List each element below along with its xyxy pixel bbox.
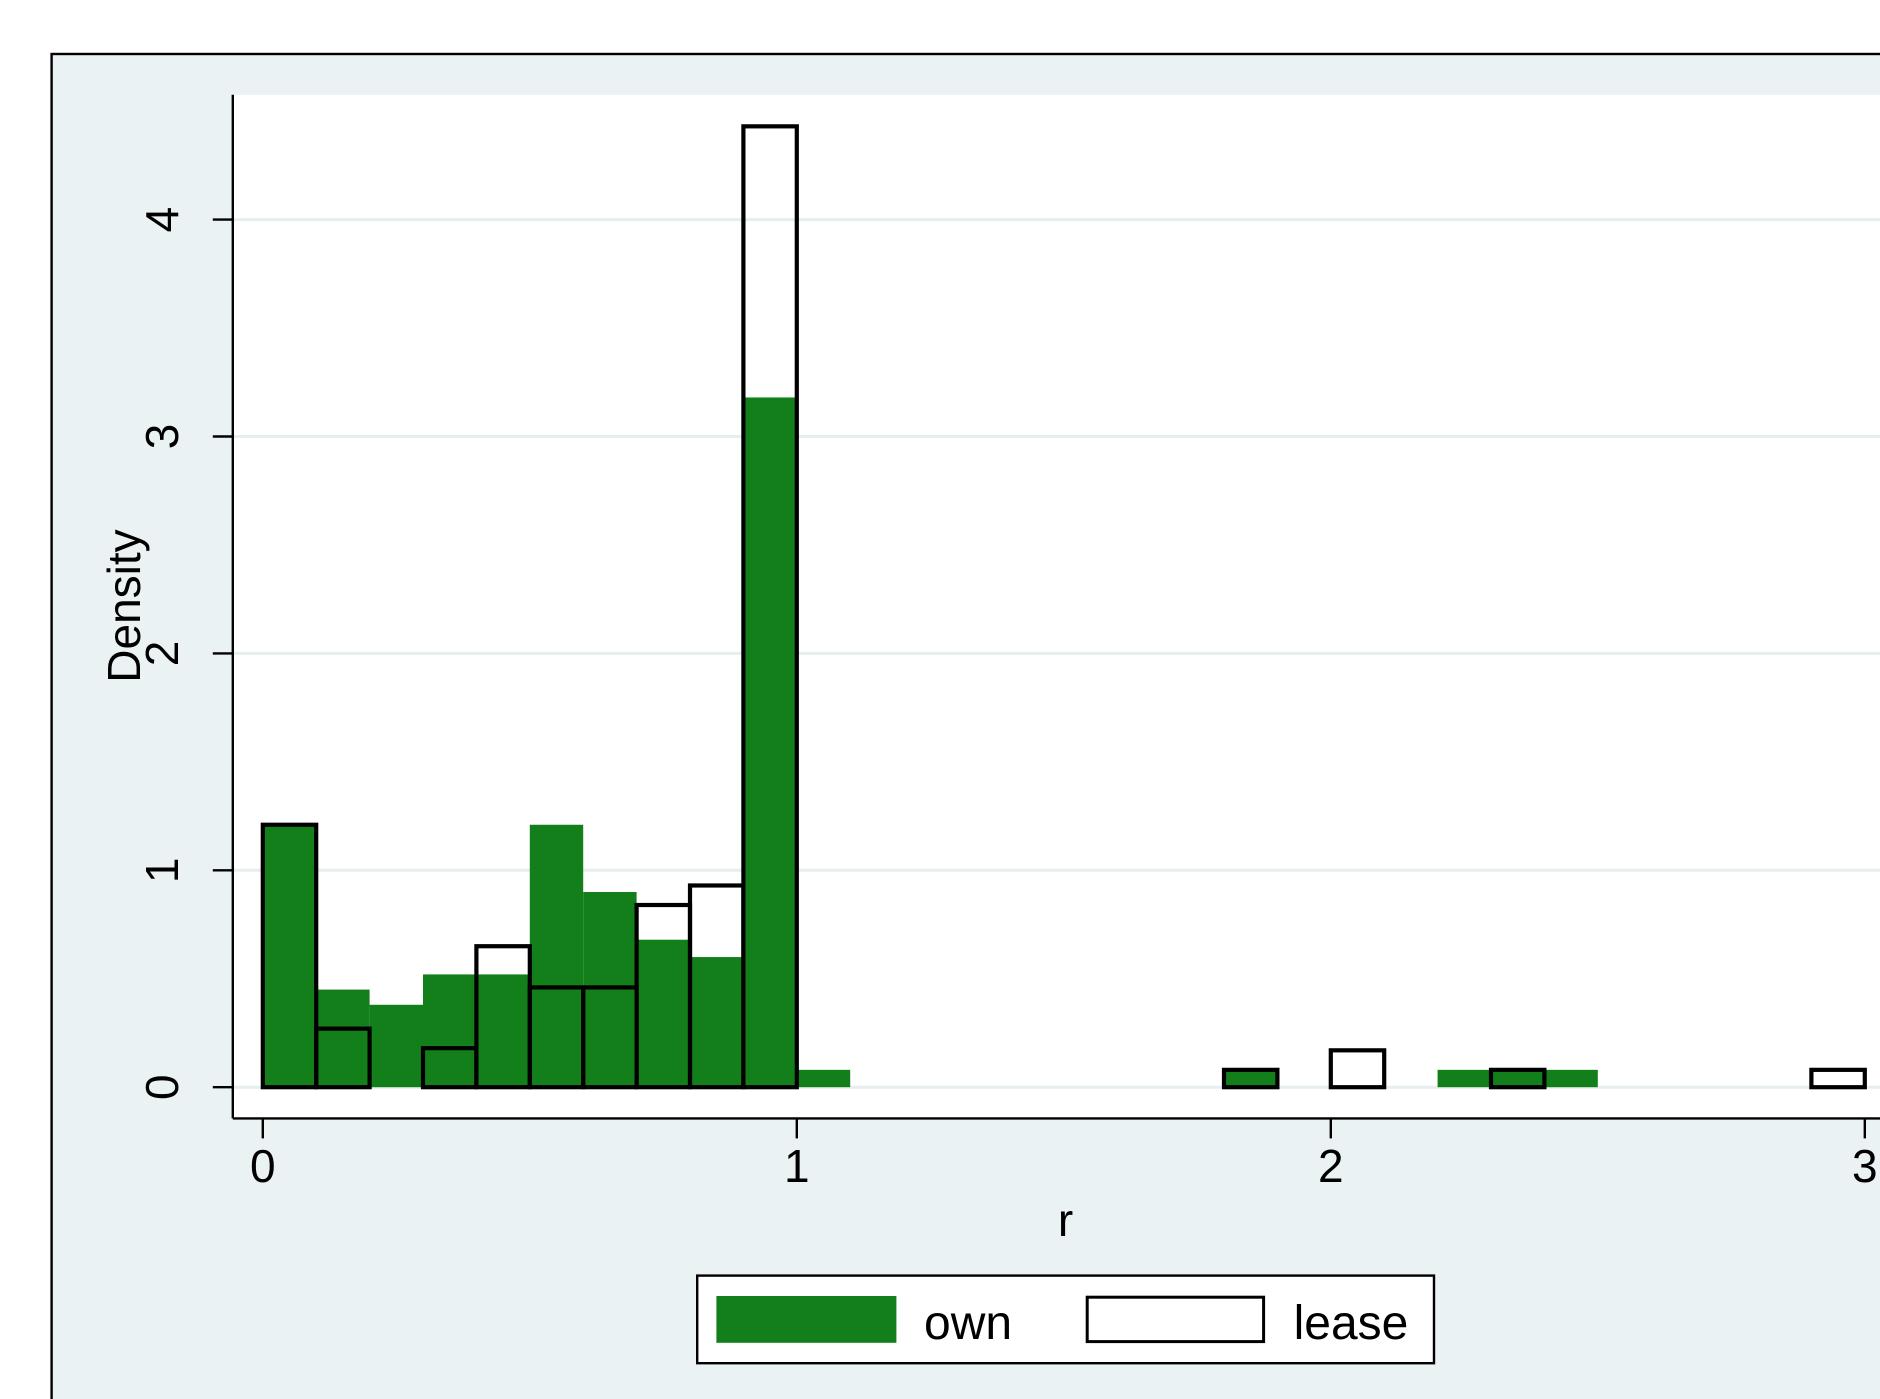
y-axis-title: Density	[98, 529, 150, 682]
legend-label-own: own	[924, 1297, 1012, 1350]
bar-lease	[1328, 1048, 1387, 1090]
bar-own	[369, 1004, 423, 1088]
bar-own	[316, 989, 370, 1088]
y-tick-label: 0	[136, 1074, 188, 1100]
bar-own	[423, 974, 477, 1088]
bar-lease	[314, 1026, 372, 1090]
bar-own	[1437, 1069, 1491, 1088]
bar-lease	[1221, 1067, 1280, 1090]
legend-label-lease: lease	[1294, 1297, 1409, 1350]
y-tick-label: 1	[136, 858, 188, 884]
bar-own	[690, 957, 744, 1088]
bar-own	[476, 974, 530, 1088]
bar-own	[796, 1069, 851, 1088]
legend-swatch-own	[716, 1296, 897, 1343]
x-tick-label: 3	[1852, 1140, 1878, 1192]
bar-own	[262, 824, 317, 1088]
y-tick-label: 4	[136, 207, 188, 233]
x-tick-label: 0	[250, 1140, 276, 1192]
plot-region	[232, 94, 1880, 1119]
bar-own	[636, 939, 690, 1088]
bar-own	[1224, 1069, 1278, 1088]
bar-own	[1491, 1069, 1545, 1088]
bar-own	[1544, 1069, 1598, 1088]
y-tick-label: 3	[136, 424, 188, 450]
bar-lease	[1488, 1067, 1547, 1090]
bar-own	[583, 891, 637, 1088]
x-tick-label: 2	[1318, 1140, 1344, 1192]
bar-own	[743, 397, 797, 1088]
x-axis-title: r	[1058, 1194, 1073, 1246]
bar-own	[529, 824, 584, 1088]
y-tick-label: 2	[136, 641, 188, 667]
bar-lease	[1809, 1067, 1867, 1090]
bar-lease	[741, 124, 799, 1090]
bar-lease	[260, 822, 319, 1090]
legend-swatch-lease	[1085, 1295, 1266, 1344]
x-tick-label: 1	[784, 1140, 810, 1192]
